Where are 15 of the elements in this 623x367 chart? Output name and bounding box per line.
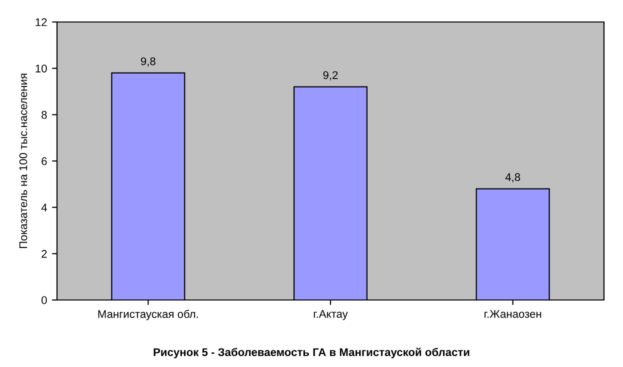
- y-tick-label: 2: [42, 250, 47, 258]
- x-tick-label: Мангистауская обл.: [98, 310, 198, 320]
- text: Рисунок 5 - Заболеваемость ГА в Мангистауской области: [154, 348, 470, 358]
- y-tick-label: 6: [42, 157, 47, 166]
- x-tick-label: г.Жанаозен: [484, 310, 542, 318]
- y-tick-label: 4: [41, 204, 47, 212]
- y-tick-label: 12: [36, 18, 47, 26]
- data-label: 9,2: [323, 71, 338, 80]
- y-tick-label: 8: [42, 110, 47, 119]
- y-tick-label: 10: [36, 64, 47, 72]
- data-label: 9,8: [140, 57, 156, 67]
- y-tick-label: 0: [42, 296, 47, 304]
- x-tick-label: г.Актау: [314, 310, 348, 320]
- y-axis-title: Показатель на 100 тыс.населения: [19, 74, 28, 248]
- data-label: 4,8: [505, 173, 520, 182]
